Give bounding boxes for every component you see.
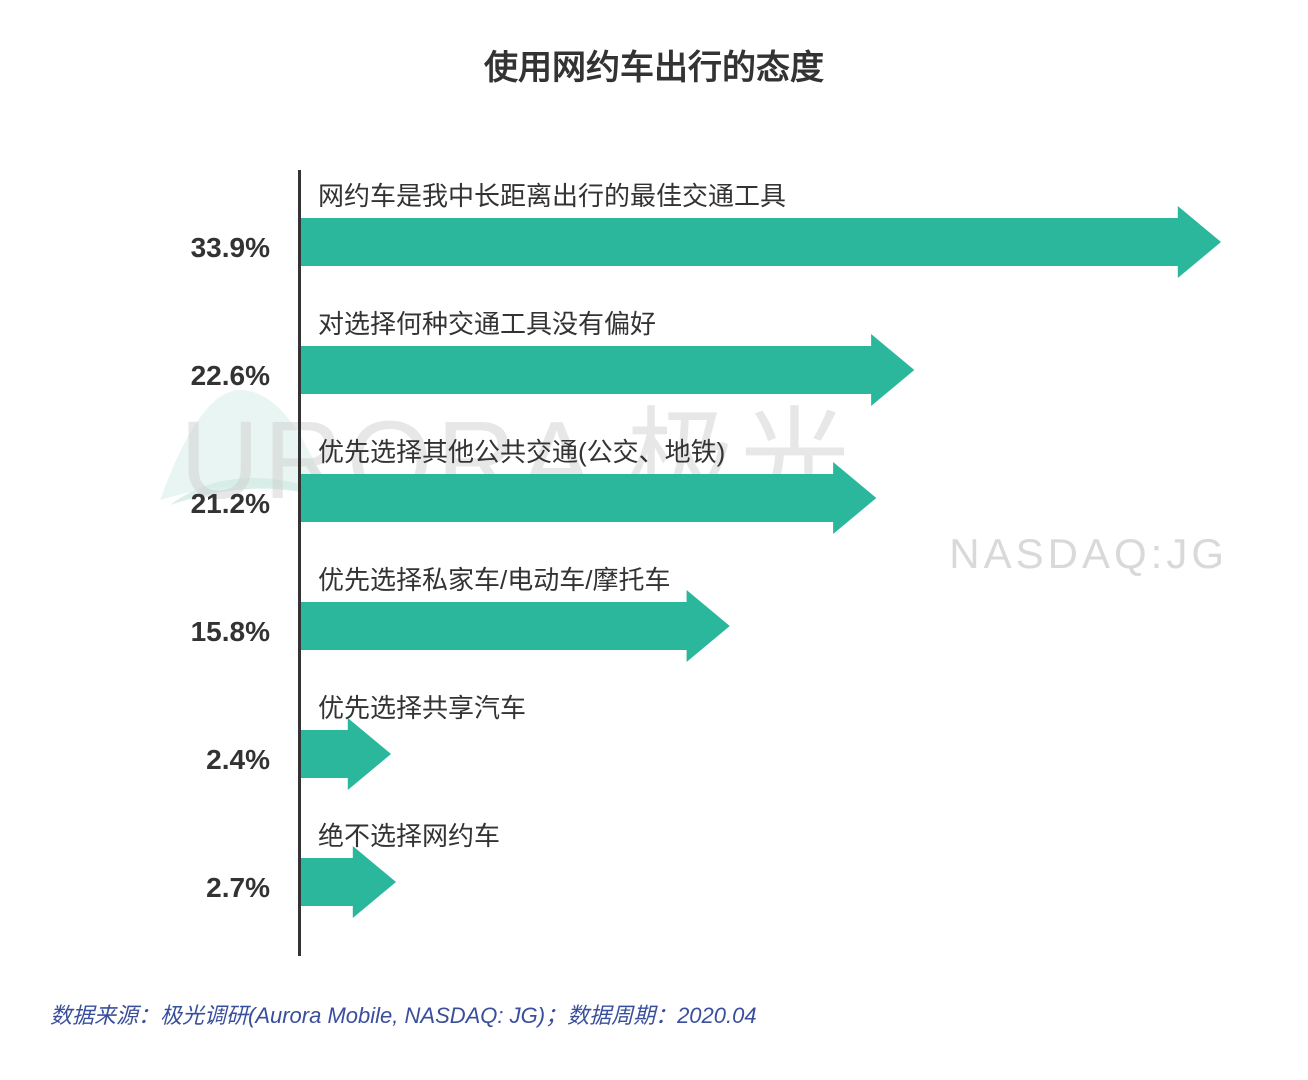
- value-label: 2.7%: [140, 872, 270, 904]
- arrow-bar: [301, 730, 391, 778]
- value-label: 2.4%: [140, 744, 270, 776]
- arrow-bar: [301, 602, 730, 650]
- arrow-bar: [301, 218, 1221, 266]
- value-label: 22.6%: [140, 360, 270, 392]
- arrow-bar: [301, 858, 396, 906]
- arrow-bar: [301, 474, 876, 522]
- source-note: 数据来源：极光调研(Aurora Mobile, NASDAQ: JG)；数据周…: [50, 998, 757, 1030]
- chart-row: 22.6%对选择何种交通工具没有偏好: [160, 298, 1210, 426]
- chart-area: 33.9%网约车是我中长距离出行的最佳交通工具22.6%对选择何种交通工具没有偏…: [160, 170, 1210, 938]
- chart-row: 2.7%绝不选择网约车: [160, 810, 1210, 938]
- value-label: 33.9%: [140, 232, 270, 264]
- chart-row: 33.9%网约车是我中长距离出行的最佳交通工具: [160, 170, 1210, 298]
- chart-row: 21.2%优先选择其他公共交通(公交、地铁): [160, 426, 1210, 554]
- chart-row: 2.4%优先选择共享汽车: [160, 682, 1210, 810]
- value-label: 21.2%: [140, 488, 270, 520]
- chart-title: 使用网约车出行的态度: [0, 40, 1308, 89]
- value-label: 15.8%: [140, 616, 270, 648]
- bars-container: 33.9%网约车是我中长距离出行的最佳交通工具22.6%对选择何种交通工具没有偏…: [160, 170, 1210, 938]
- chart-row: 15.8%优先选择私家车/电动车/摩托车: [160, 554, 1210, 682]
- arrow-bar: [301, 346, 914, 394]
